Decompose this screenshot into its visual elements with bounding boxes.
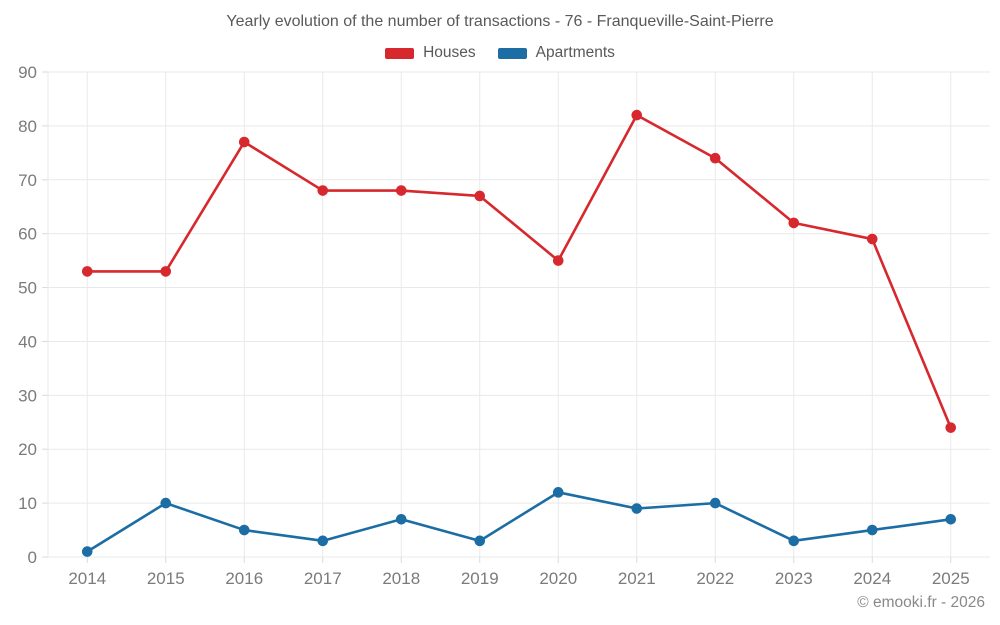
y-axis-label: 20	[18, 440, 37, 459]
series-line-houses	[85, 113, 953, 429]
data-point-houses	[238, 136, 250, 148]
data-point-apartments	[866, 524, 878, 536]
x-axis-label: 2016	[225, 569, 263, 588]
y-axis-label: 0	[28, 548, 37, 567]
houses-legend-swatch-icon	[385, 47, 415, 59]
y-axis-label: 10	[18, 494, 37, 513]
y-axis-label: 60	[18, 225, 37, 244]
y-axis-label: 90	[18, 63, 37, 82]
houses-legend-label: Houses	[423, 44, 476, 61]
data-point-houses	[395, 185, 407, 196]
legend-item-apartments[interactable]: Apartments	[497, 44, 615, 62]
chart-title: Yearly evolution of the number of transa…	[226, 13, 774, 30]
x-axis-label: 2025	[932, 569, 970, 588]
series-line-apartments	[85, 491, 953, 553]
data-point-houses	[709, 152, 721, 164]
copyright-footer: © emooki.fr - 2026	[857, 594, 985, 611]
data-point-houses	[474, 190, 486, 202]
data-point-houses	[160, 266, 172, 277]
y-axis-label: 40	[18, 332, 37, 351]
data-point-apartments	[160, 497, 172, 509]
data-point-apartments	[788, 535, 800, 547]
data-point-apartments	[631, 503, 643, 514]
data-point-houses	[552, 255, 564, 266]
x-axis-label: 2017	[304, 569, 342, 588]
x-axis-label: 2020	[539, 569, 577, 588]
data-point-apartments	[945, 513, 957, 525]
data-point-houses	[317, 185, 329, 196]
data-point-apartments	[709, 497, 721, 509]
y-axis-label: 30	[18, 386, 37, 405]
data-point-apartments	[317, 535, 329, 547]
x-axis-label: 2019	[461, 569, 499, 588]
data-point-houses	[945, 422, 957, 433]
x-axis-label: 2021	[618, 569, 656, 588]
x-axis-label: 2022	[696, 569, 734, 588]
data-point-houses	[81, 266, 93, 277]
data-point-apartments	[552, 487, 564, 498]
data-point-apartments	[395, 513, 407, 525]
apartments-legend-label: Apartments	[535, 44, 615, 61]
data-point-apartments	[474, 535, 486, 547]
data-point-apartments	[238, 524, 250, 536]
x-axis-label: 2023	[775, 569, 813, 588]
chart-legend: Houses Apartments	[0, 44, 1000, 62]
x-axis-label: 2018	[382, 569, 420, 588]
y-axis-label: 80	[18, 117, 37, 136]
legend-item-houses[interactable]: Houses	[385, 44, 476, 62]
data-point-houses	[631, 109, 643, 121]
data-point-houses	[788, 217, 800, 229]
data-point-houses	[866, 233, 878, 245]
x-axis-label: 2015	[147, 569, 185, 588]
data-point-apartments	[81, 546, 93, 557]
x-axis-label: 2024	[853, 569, 891, 588]
y-axis-label: 50	[18, 279, 37, 298]
apartments-legend-swatch-icon	[497, 47, 527, 59]
y-axis-label: 70	[18, 171, 37, 190]
x-axis-label: 2014	[68, 569, 106, 588]
